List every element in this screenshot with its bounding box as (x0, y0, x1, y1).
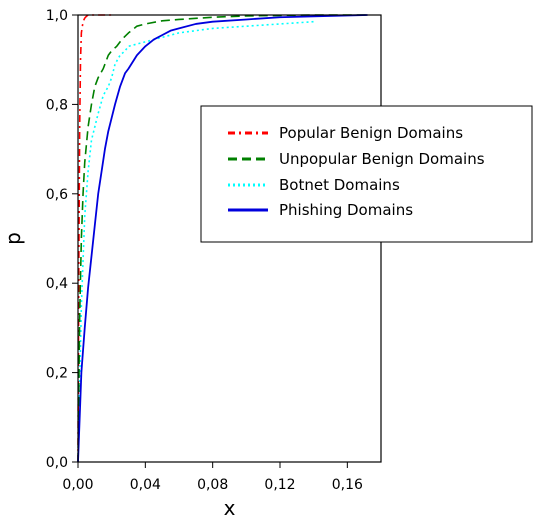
series-line-botnet-domains (77, 20, 314, 463)
x-tick-label: 0,16 (332, 477, 363, 493)
y-tick-label: 0,2 (46, 366, 68, 382)
y-tick-label: 0,6 (46, 187, 68, 203)
x-tick-label: 0,04 (130, 477, 161, 493)
y-axis-ticks: 0,0 0,2 0,4 0,6 0,8 1,0 (46, 8, 78, 471)
legend-label: Popular Benign Domains (279, 124, 463, 142)
x-tick-label: 0,12 (264, 477, 295, 493)
legend-label: Botnet Domains (279, 176, 400, 194)
legend-box (200, 105, 533, 243)
x-axis-ticks: 0,00 0,04 0,08 0,12 0,16 (62, 462, 363, 493)
y-tick-label: 0,8 (46, 97, 68, 113)
x-axis-label: x (224, 496, 236, 520)
y-tick-label: 0,0 (46, 455, 68, 471)
legend-label: Unpopular Benign Domains (279, 150, 485, 168)
series-line-phishing-domains (77, 14, 368, 463)
x-tick-label: 0,08 (197, 477, 228, 493)
plot-lines (77, 14, 368, 463)
y-tick-label: 1,0 (46, 8, 68, 24)
legend: Popular Benign Domains Unpopular Benign D… (200, 105, 533, 243)
x-tick-label: 0,00 (62, 477, 93, 493)
y-tick-label: 0,4 (46, 276, 68, 292)
legend-label: Phishing Domains (279, 201, 413, 219)
series-line-unpopular-benign-domains (77, 14, 368, 463)
y-axis-label: p (1, 232, 25, 245)
series-line-popular-benign-domains (77, 14, 112, 463)
